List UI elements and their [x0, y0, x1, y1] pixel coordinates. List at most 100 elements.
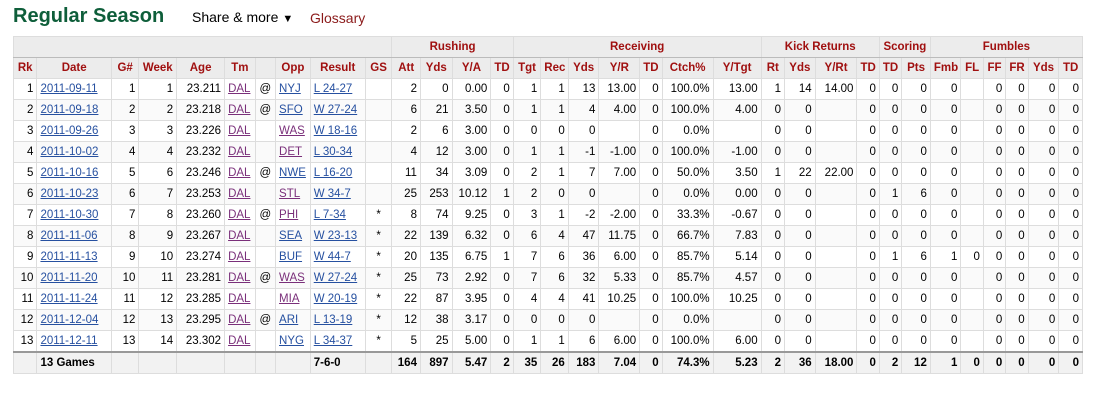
boxscore-link[interactable]: L 7-34: [313, 209, 346, 221]
boxscore-link[interactable]: W 18-16: [313, 125, 358, 137]
team-link[interactable]: STL: [279, 188, 301, 200]
team-link[interactable]: NWE: [279, 167, 306, 179]
team-link[interactable]: MIA: [279, 293, 300, 305]
column-header[interactable]: G#: [110, 57, 140, 79]
team-link[interactable]: DAL: [228, 314, 251, 326]
team-link[interactable]: WAS: [279, 125, 305, 137]
column-header[interactable]: Age: [176, 57, 226, 79]
game-date-link[interactable]: 2011-10-02: [40, 146, 99, 158]
table-cell: 0: [784, 246, 816, 268]
boxscore-link[interactable]: L 30-34: [313, 146, 353, 158]
game-date-link[interactable]: 2011-10-30: [40, 209, 99, 221]
column-header[interactable]: Y/A: [451, 57, 492, 79]
column-header[interactable]: Y/R: [598, 57, 641, 79]
team-link[interactable]: DAL: [228, 335, 251, 347]
column-header[interactable]: [254, 57, 277, 79]
game-date-link[interactable]: 2011-11-13: [40, 251, 98, 263]
boxscore-link[interactable]: W 20-19: [313, 293, 358, 305]
game-date-link[interactable]: 2011-10-16: [40, 167, 99, 179]
table-cell: @: [254, 78, 277, 100]
team-link[interactable]: DAL: [228, 125, 251, 137]
team-link[interactable]: SEA: [279, 230, 303, 242]
team-link[interactable]: DAL: [228, 272, 251, 284]
team-link[interactable]: DAL: [228, 83, 251, 95]
column-header[interactable]: FR: [1005, 57, 1029, 79]
column-header[interactable]: Tgt: [512, 57, 542, 79]
column-header[interactable]: Ctch%: [661, 57, 714, 79]
team-link[interactable]: NYJ: [279, 83, 301, 95]
table-cell: 0: [1005, 78, 1029, 100]
column-header[interactable]: TD: [878, 57, 903, 79]
team-link[interactable]: SFO: [279, 104, 303, 116]
team-link[interactable]: BUF: [279, 251, 303, 263]
boxscore-link[interactable]: L 13-19: [313, 314, 353, 326]
boxscore-link[interactable]: L 34-37: [313, 335, 353, 347]
boxscore-link[interactable]: L 16-20: [313, 167, 353, 179]
column-header[interactable]: Fmb: [929, 57, 962, 79]
column-header[interactable]: FF: [982, 57, 1007, 79]
game-date-link[interactable]: 2011-12-11: [40, 335, 98, 347]
column-header[interactable]: Att: [391, 57, 421, 79]
column-header[interactable]: Rec: [540, 57, 569, 79]
team-link[interactable]: WAS: [279, 272, 305, 284]
column-header[interactable]: GS: [364, 57, 393, 79]
table-cell: 5: [12, 162, 38, 184]
column-header[interactable]: Opp: [275, 57, 311, 79]
table-cell: 4: [512, 288, 542, 310]
column-header[interactable]: Yds: [1027, 57, 1060, 79]
boxscore-link[interactable]: W 44-7: [313, 251, 351, 263]
boxscore-link[interactable]: W 27-24: [313, 104, 358, 116]
table-cell: 0: [1005, 99, 1029, 121]
table-cell: 0: [1027, 120, 1060, 142]
column-header[interactable]: Pts: [901, 57, 931, 79]
column-header[interactable]: TD: [639, 57, 663, 79]
team-link[interactable]: PHI: [279, 209, 299, 221]
game-date-link[interactable]: 2011-12-04: [40, 314, 99, 326]
column-header[interactable]: Y/Rt: [814, 57, 858, 79]
game-date-link[interactable]: 2011-09-18: [40, 104, 99, 116]
boxscore-link[interactable]: W 23-13: [313, 230, 358, 242]
table-cell: 12: [391, 309, 421, 331]
column-header[interactable]: Yds: [784, 57, 816, 79]
team-link[interactable]: DAL: [228, 293, 251, 305]
column-header[interactable]: FL: [960, 57, 984, 79]
boxscore-link[interactable]: L 24-27: [313, 83, 353, 95]
glossary-link[interactable]: Glossary: [310, 10, 366, 26]
column-header[interactable]: Yds: [567, 57, 600, 79]
team-link[interactable]: DAL: [228, 146, 251, 158]
boxscore-link[interactable]: W 27-24: [313, 272, 358, 284]
column-header[interactable]: TD: [856, 57, 880, 79]
column-header[interactable]: Rk: [12, 57, 38, 79]
game-date-link[interactable]: 2011-09-11: [40, 83, 98, 95]
table-cell: 0: [490, 288, 514, 310]
team-link[interactable]: DET: [279, 146, 303, 158]
team-link[interactable]: DAL: [228, 230, 251, 242]
column-header[interactable]: Yds: [419, 57, 453, 79]
game-date-link[interactable]: 2011-11-20: [40, 272, 98, 284]
team-link[interactable]: NYG: [279, 335, 304, 347]
team-link[interactable]: ARI: [279, 314, 299, 326]
team-link[interactable]: DAL: [228, 188, 251, 200]
team-link[interactable]: DAL: [228, 209, 251, 221]
team-link[interactable]: DAL: [228, 167, 251, 179]
boxscore-link[interactable]: W 34-7: [313, 188, 351, 200]
team-link[interactable]: DAL: [228, 104, 251, 116]
column-header[interactable]: TD: [1058, 57, 1083, 79]
column-header[interactable]: Week: [138, 57, 178, 79]
game-date-link[interactable]: 2011-11-24: [40, 293, 98, 305]
game-date-link[interactable]: 2011-10-23: [40, 188, 99, 200]
column-header[interactable]: Rt: [760, 57, 786, 79]
share-menu-button[interactable]: Share & more ▼: [192, 9, 293, 25]
table-cell: [254, 225, 277, 247]
table-cell: 100.0%: [661, 78, 714, 100]
table-cell: 0.0%: [661, 183, 714, 205]
column-header[interactable]: Result: [309, 57, 366, 79]
team-link[interactable]: DAL: [228, 251, 251, 263]
column-header[interactable]: Y/Tgt: [712, 57, 762, 79]
column-header[interactable]: Date: [36, 57, 112, 79]
game-date-link[interactable]: 2011-09-26: [40, 125, 99, 137]
table-cell: 0: [490, 204, 514, 226]
column-header[interactable]: TD: [490, 57, 514, 79]
game-date-link[interactable]: 2011-11-06: [40, 230, 98, 242]
column-header[interactable]: Tm: [224, 57, 256, 79]
